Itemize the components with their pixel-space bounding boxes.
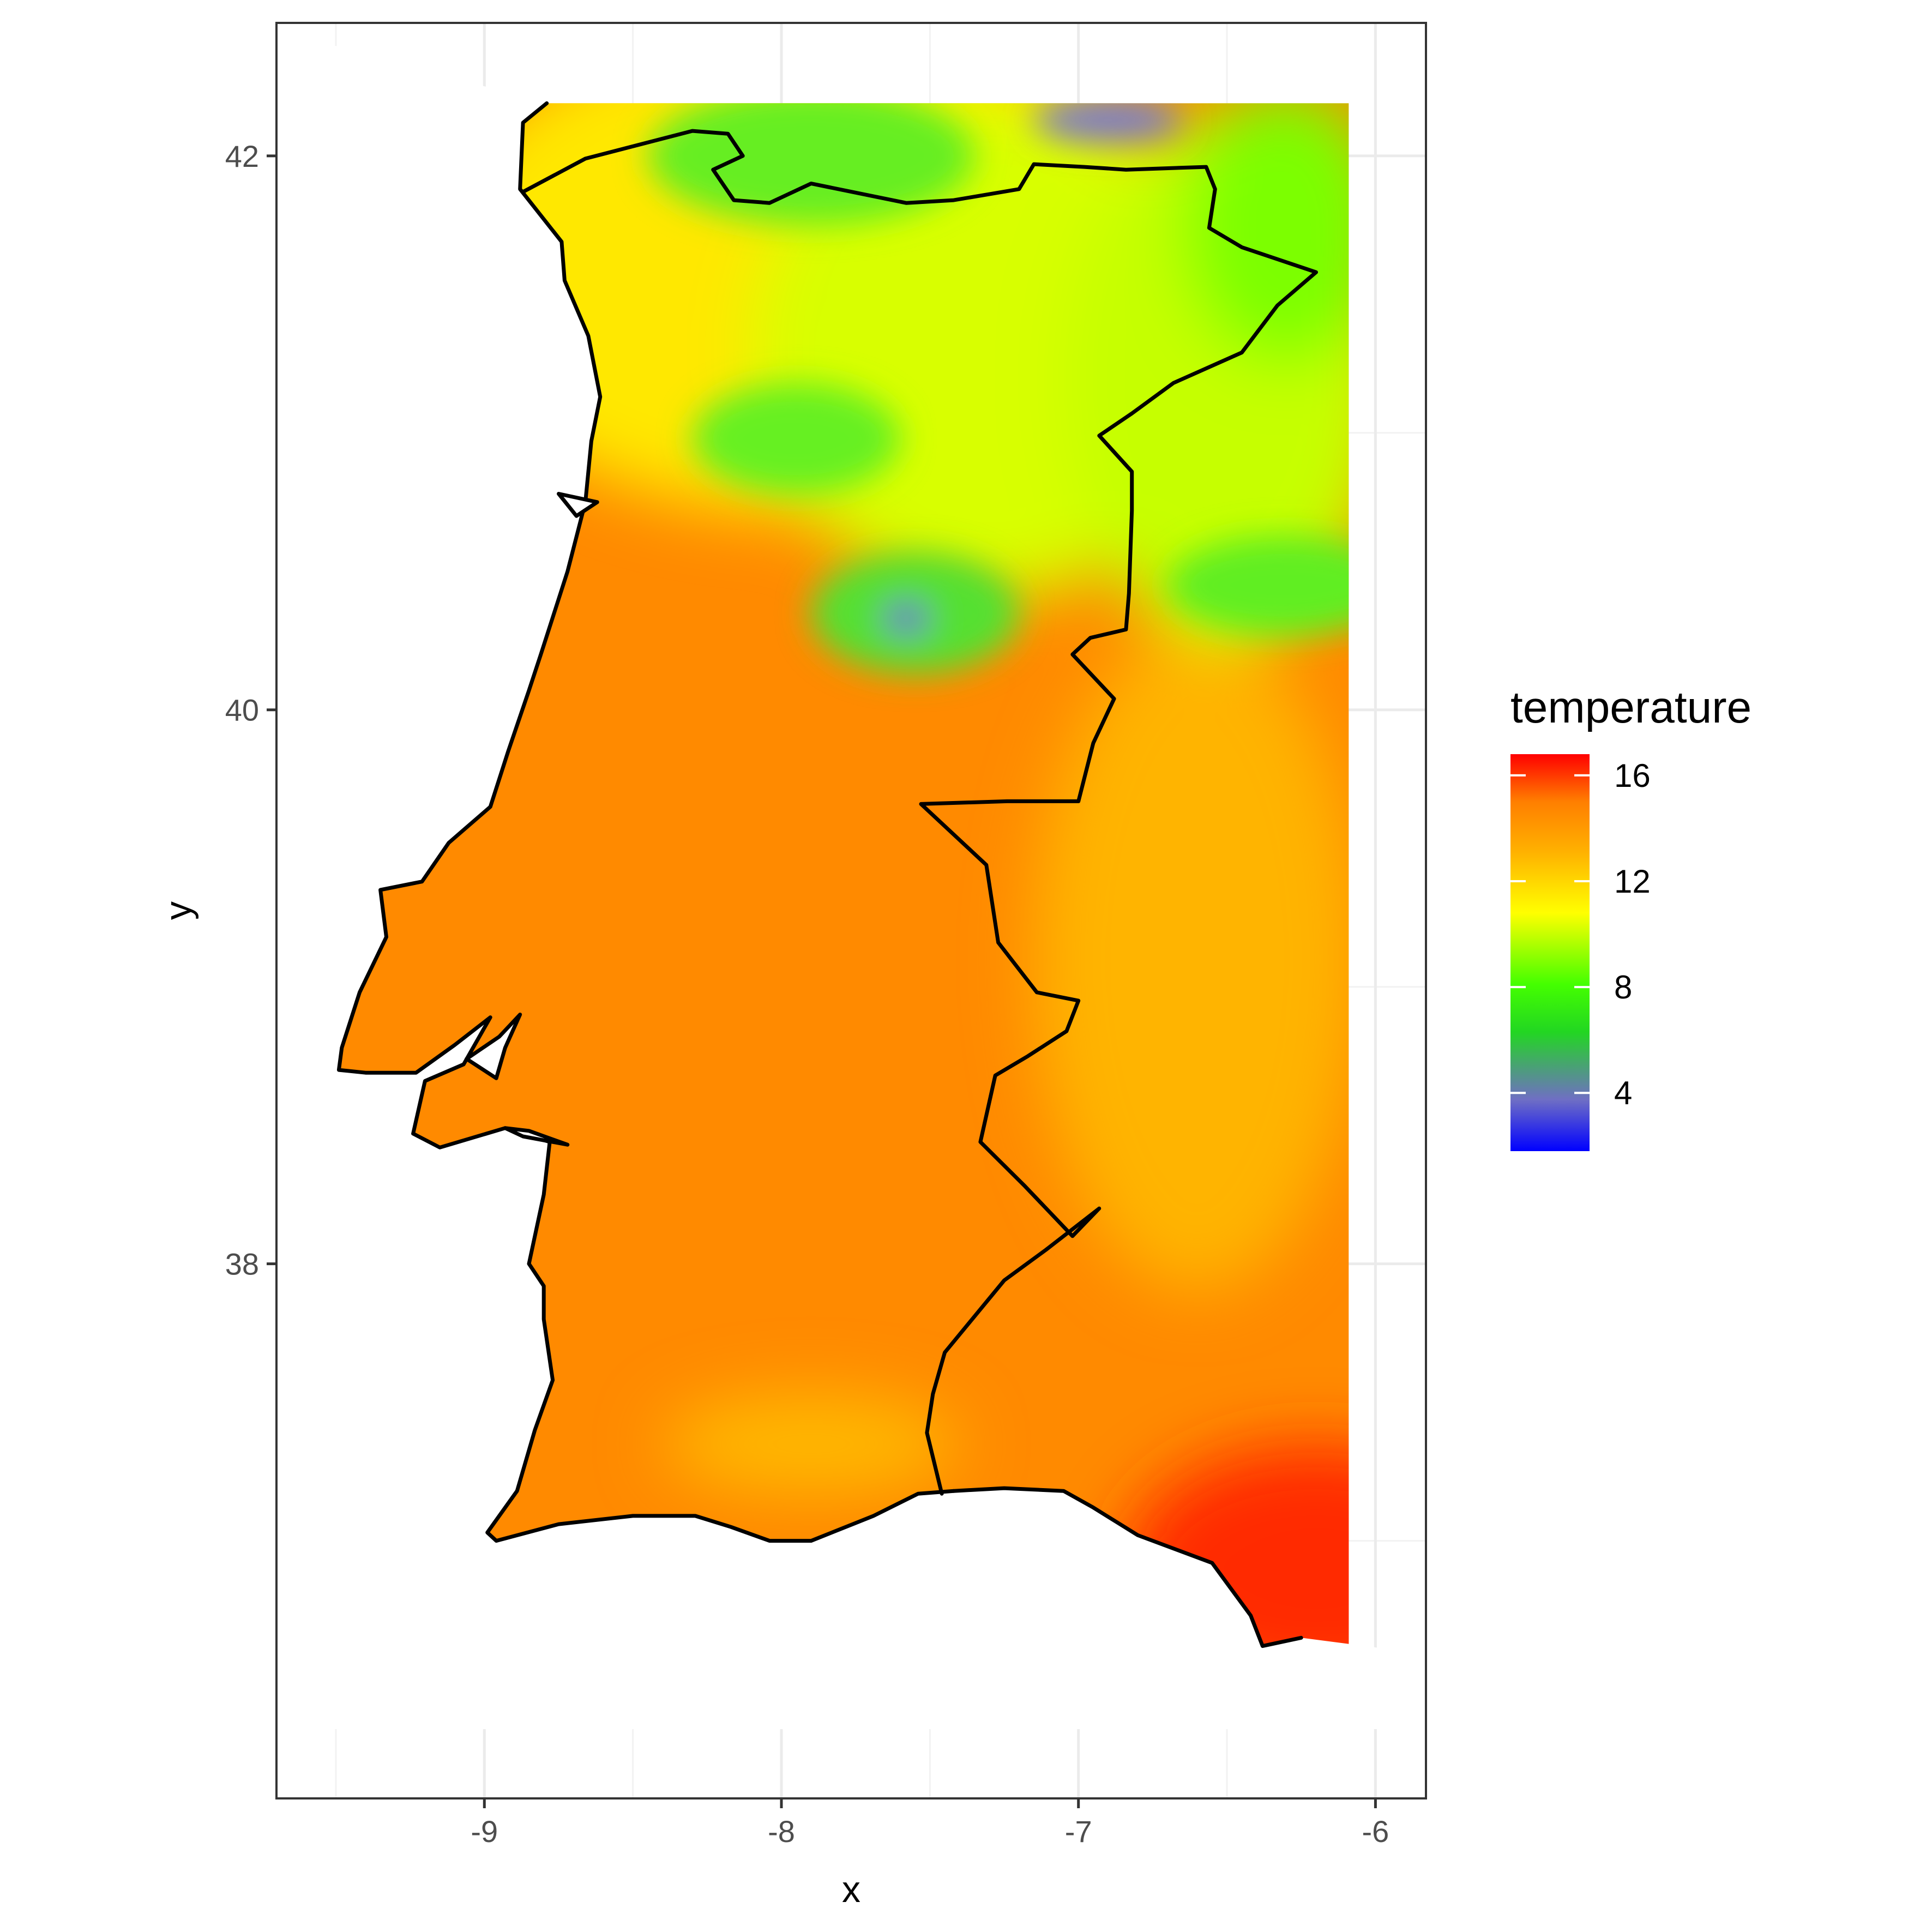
region-algarve-hills bbox=[663, 1394, 960, 1494]
region-central-interior bbox=[1034, 627, 1349, 1292]
legend-tick-label: 4 bbox=[1614, 1075, 1632, 1111]
tagus-estuary bbox=[465, 1013, 522, 1080]
legend-title: temperature bbox=[1510, 683, 1752, 732]
portugal-spain-border bbox=[521, 129, 1318, 1496]
y-tick-label: 38 bbox=[225, 1247, 259, 1281]
x-axis-title: x bbox=[842, 1869, 860, 1910]
legend-ticks: 4 8 12 16 bbox=[1510, 757, 1651, 1111]
x-tick-label: -7 bbox=[1065, 1814, 1092, 1849]
y-tick-label: 40 bbox=[225, 693, 259, 727]
region-estrela-core bbox=[882, 601, 930, 635]
sado-estuary bbox=[503, 1126, 570, 1147]
legend-tick-label: 8 bbox=[1614, 969, 1632, 1006]
panel-border bbox=[275, 22, 1427, 1799]
country-borders bbox=[276, 29, 1409, 1729]
axes: -9 -8 -7 -6 38 40 42 bbox=[225, 139, 1389, 1849]
y-tick-label: 42 bbox=[225, 139, 259, 173]
x-tick-label: -8 bbox=[768, 1814, 795, 1849]
aveiro-lagoon bbox=[557, 492, 599, 518]
region-geres-core bbox=[1034, 103, 1183, 142]
region-gredos-edge bbox=[1167, 535, 1349, 635]
ocean-mask bbox=[276, 29, 1409, 1729]
x-tick-label: -6 bbox=[1362, 1814, 1389, 1849]
region-far-northeast bbox=[1182, 103, 1349, 364]
legend-tick-label: 16 bbox=[1614, 757, 1651, 794]
legend: temperature 4 8 12 16 bbox=[1510, 683, 1752, 1151]
x-tick-label: -9 bbox=[471, 1814, 498, 1849]
legend-tick-label: 12 bbox=[1614, 863, 1651, 900]
spain-coastline bbox=[952, 1486, 1303, 1648]
y-axis-title: y bbox=[158, 901, 199, 920]
region-montemuro bbox=[692, 383, 900, 494]
legend-colorbar bbox=[1510, 754, 1590, 1151]
